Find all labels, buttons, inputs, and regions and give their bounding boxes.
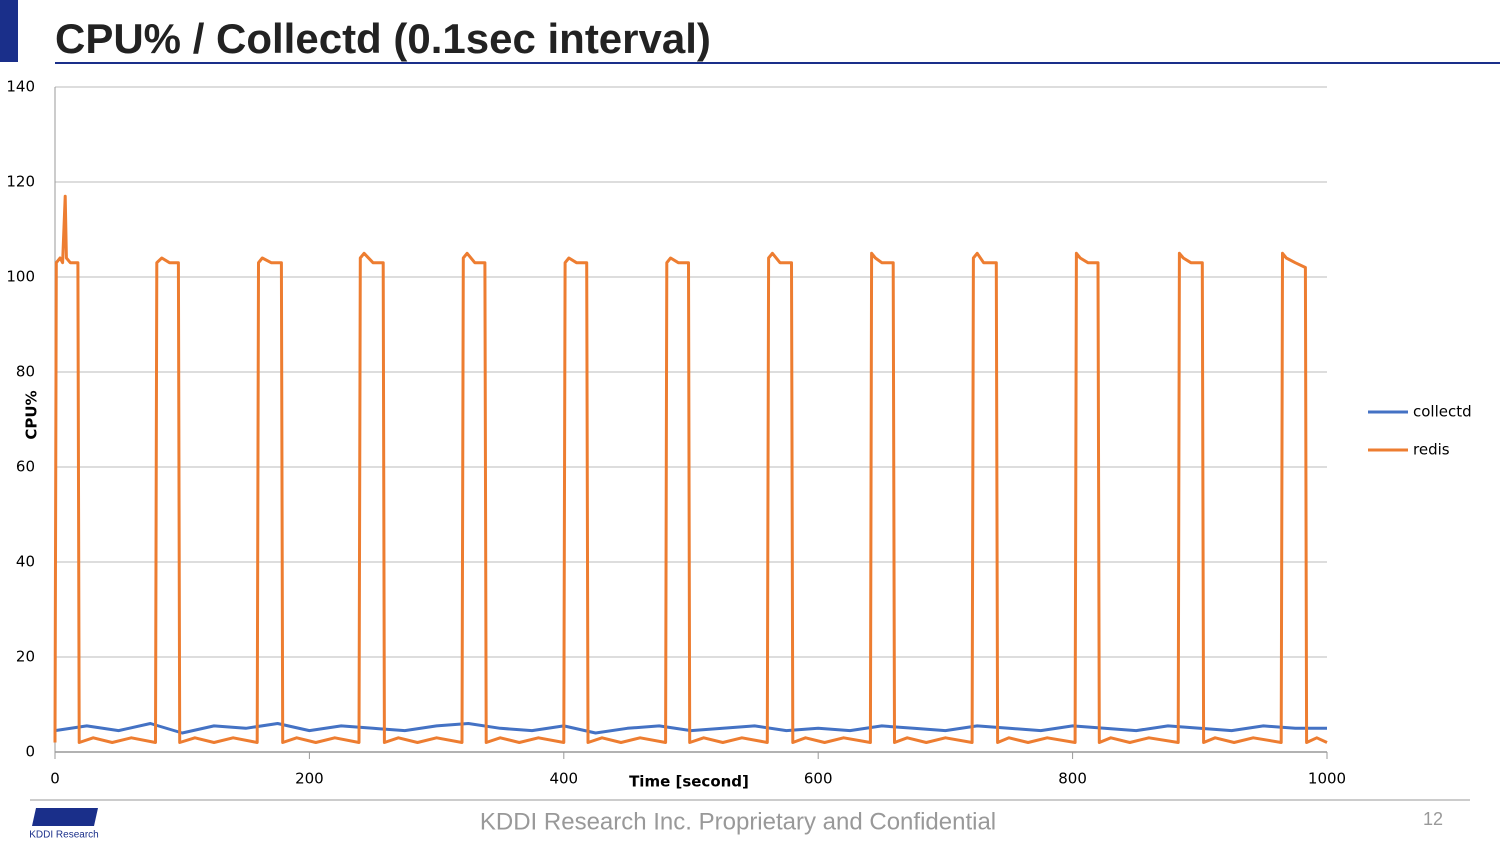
page-number: 12 — [1423, 809, 1443, 829]
x-tick-label: 800 — [1058, 770, 1087, 788]
y-tick-label: 40 — [16, 553, 35, 571]
x-tick-label: 400 — [549, 770, 578, 788]
y-tick-label: 140 — [6, 78, 35, 96]
y-tick-label: 80 — [16, 363, 35, 381]
y-axis-label: CPU% — [23, 390, 41, 439]
footer: KDDI Research Inc. Proprietary and Confi… — [480, 808, 996, 835]
x-tick-label: 0 — [50, 770, 60, 788]
legend-label: collectd — [1413, 403, 1472, 421]
slide-title: CPU% / Collectd (0.1sec interval) — [55, 15, 711, 62]
y-tick-label: 120 — [6, 173, 35, 191]
logo-mark — [32, 808, 98, 826]
x-axis-label: Time [second] — [629, 773, 749, 791]
y-tick-label: 100 — [6, 268, 35, 286]
legend-label: redis — [1413, 441, 1450, 459]
y-tick-label: 60 — [16, 458, 35, 476]
y-tick-label: 20 — [16, 648, 35, 666]
title-bar — [0, 0, 18, 62]
data-line — [53, 194, 1328, 744]
x-tick-label: 200 — [295, 770, 324, 788]
y-tick-label: 0 — [25, 743, 35, 761]
x-tick-label: 600 — [804, 770, 833, 788]
logo-text: KDDI Research — [29, 830, 98, 841]
x-tick-label: 1000 — [1308, 770, 1346, 788]
